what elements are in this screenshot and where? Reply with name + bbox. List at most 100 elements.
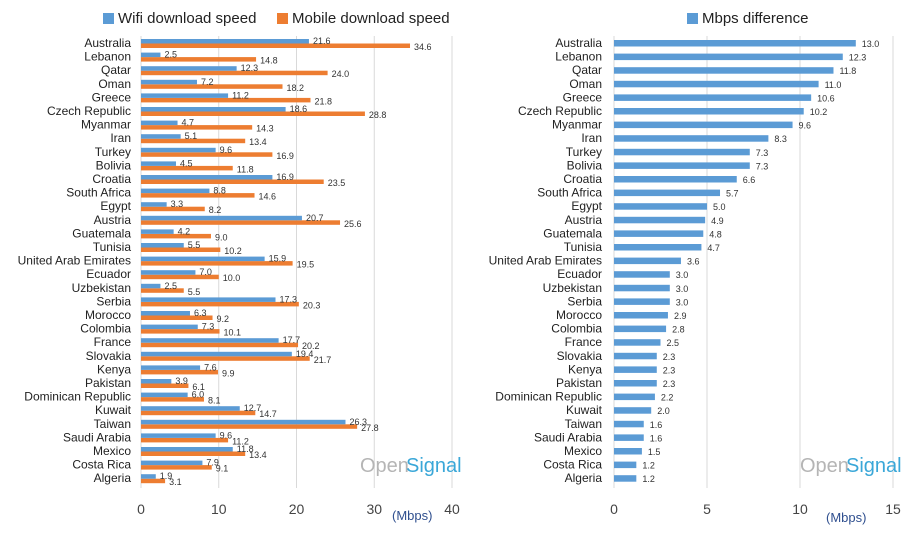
wifi-speed-bar bbox=[141, 229, 174, 234]
mobile-value-label: 14.6 bbox=[259, 192, 277, 202]
difference-bar bbox=[614, 135, 769, 142]
mobile-value-label: 14.7 bbox=[259, 409, 277, 419]
mobile-value-label: 9.1 bbox=[216, 464, 229, 474]
brand-open-text: Open bbox=[800, 455, 849, 477]
brand-signal-text: Signal bbox=[406, 455, 462, 477]
difference-bar bbox=[614, 475, 637, 482]
wifi-value-label: 6.0 bbox=[192, 390, 205, 400]
left-category-label: Lebanon bbox=[84, 50, 131, 64]
wifi-value-label: 4.7 bbox=[182, 118, 195, 128]
right-category-label: Costa Rica bbox=[543, 458, 602, 472]
mobile-speed-bar bbox=[141, 315, 213, 320]
left-x-tick-label: 20 bbox=[289, 501, 305, 517]
wifi-value-label: 7.6 bbox=[204, 362, 217, 372]
difference-bar bbox=[614, 53, 843, 61]
wifi-value-label: 7.0 bbox=[199, 267, 212, 277]
right-category-label: Saudi Arabia bbox=[534, 430, 602, 444]
right-category-label: Turkey bbox=[566, 145, 602, 159]
left-category-label: Colombia bbox=[80, 322, 131, 336]
difference-bar bbox=[614, 230, 704, 237]
wifi-value-label: 12.3 bbox=[241, 63, 259, 73]
mobile-value-label: 5.5 bbox=[188, 287, 201, 297]
difference-bar bbox=[614, 94, 812, 101]
left-category-label: United Arab Emirates bbox=[18, 254, 131, 268]
mobile-value-label: 9.9 bbox=[222, 368, 235, 378]
wifi-value-label: 3.3 bbox=[171, 199, 184, 209]
difference-value-label: 2.8 bbox=[672, 325, 685, 335]
right-category-label: Serbia bbox=[567, 294, 602, 308]
wifi-value-label: 19.4 bbox=[296, 349, 314, 359]
left-x-tick-label: 30 bbox=[366, 501, 382, 517]
difference-bar bbox=[614, 121, 793, 129]
wifi-value-label: 7.9 bbox=[206, 458, 219, 468]
mobile-value-label: 20.3 bbox=[303, 300, 321, 310]
difference-bar bbox=[614, 67, 834, 74]
right-category-label: Egypt bbox=[571, 199, 602, 213]
mobile-speed-bar bbox=[141, 437, 229, 443]
left-x-tick-label: 40 bbox=[444, 501, 460, 517]
mobile-speed-bar bbox=[141, 342, 299, 348]
left-plot-area: 0 10 20 30 40 Australia 21.6 34.6 Lebanon 2.5 14.8… bbox=[18, 36, 460, 517]
mobile-value-label: 13.4 bbox=[249, 137, 267, 147]
wifi-speed-bar bbox=[141, 134, 181, 139]
difference-bar bbox=[614, 448, 642, 455]
right-x-tick-label: 0 bbox=[610, 501, 618, 517]
mobile-speed-bar bbox=[141, 193, 255, 198]
wifi-value-label: 21.6 bbox=[313, 36, 331, 46]
mobile-speed-bar bbox=[141, 233, 211, 239]
brand-open-text: Open bbox=[360, 455, 409, 477]
wifi-value-label: 5.5 bbox=[188, 240, 201, 250]
left-category-label: Kenya bbox=[97, 362, 131, 376]
difference-value-label: 1.6 bbox=[650, 420, 663, 430]
left-category-label: Taiwan bbox=[94, 417, 131, 431]
right-category-label: France bbox=[565, 335, 603, 349]
wifi-speed-bar bbox=[141, 120, 178, 126]
difference-bar bbox=[614, 298, 670, 305]
right-category-label: Oman bbox=[569, 77, 602, 91]
right-category-label: Kenya bbox=[568, 362, 602, 376]
mobile-speed-bar bbox=[141, 247, 221, 252]
left-category-label: Saudi Arabia bbox=[63, 430, 131, 444]
legend-swatch-mobile bbox=[277, 13, 288, 24]
left-category-label: Costa Rica bbox=[72, 458, 131, 472]
mobile-speed-bar bbox=[141, 424, 358, 429]
mobile-speed-bar bbox=[141, 84, 283, 89]
left-category-label: Myanmar bbox=[81, 118, 131, 132]
wifi-value-label: 2.5 bbox=[164, 281, 177, 291]
difference-value-label: 2.3 bbox=[663, 365, 676, 375]
difference-value-label: 2.9 bbox=[674, 311, 687, 321]
difference-value-label: 7.3 bbox=[756, 161, 769, 171]
brand-signal-text: Signal bbox=[846, 455, 902, 477]
difference-value-label: 5.7 bbox=[726, 189, 739, 199]
wifi-speed-bar bbox=[141, 365, 201, 370]
difference-value-label: 9.6 bbox=[799, 121, 812, 131]
wifi-speed-bar bbox=[141, 147, 216, 153]
difference-bar bbox=[614, 162, 750, 169]
difference-value-label: 1.2 bbox=[642, 474, 655, 484]
mobile-value-label: 18.2 bbox=[287, 83, 305, 93]
left-category-label: South Africa bbox=[66, 186, 131, 200]
left-category-label: Slovakia bbox=[86, 349, 132, 363]
wifi-value-label: 9.6 bbox=[220, 145, 233, 155]
difference-bar bbox=[614, 148, 750, 156]
wifi-value-label: 11.2 bbox=[232, 90, 249, 100]
right-plot-area: 0 5 10 15 Australia 13.0 Lebanon 12.3 Qatar 11.8 O… bbox=[489, 36, 901, 517]
left-category-label: Mexico bbox=[93, 444, 131, 458]
right-category-label: Algeria bbox=[565, 471, 603, 485]
mobile-value-label: 8.2 bbox=[209, 205, 222, 215]
wifi-speed-bar bbox=[141, 406, 240, 411]
left-category-label: Guatemala bbox=[72, 226, 131, 240]
difference-bar bbox=[614, 108, 804, 115]
right-category-label: Tunisia bbox=[564, 240, 603, 254]
mobile-value-label: 28.8 bbox=[369, 110, 387, 120]
wifi-value-label: 11.8 bbox=[237, 444, 254, 454]
difference-bar bbox=[614, 80, 819, 88]
mobile-speed-bar bbox=[141, 43, 411, 48]
left-category-label: Tunisia bbox=[93, 240, 132, 254]
difference-bar bbox=[614, 325, 667, 333]
right-category-label: Taiwan bbox=[565, 417, 602, 431]
difference-value-label: 5.0 bbox=[713, 202, 726, 212]
mobile-speed-bar bbox=[141, 383, 189, 388]
mobile-value-label: 11.2 bbox=[232, 436, 249, 446]
mobile-value-label: 10.1 bbox=[224, 328, 242, 338]
